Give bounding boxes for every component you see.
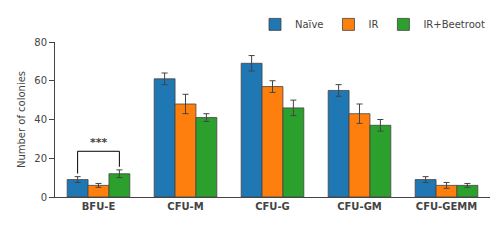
svg-text:60: 60 <box>34 75 47 86</box>
svg-text:***: *** <box>90 136 108 149</box>
svg-text:Number of colonies: Number of colonies <box>16 71 27 168</box>
svg-text:Naïve: Naïve <box>295 19 323 30</box>
svg-text:80: 80 <box>34 37 47 48</box>
svg-text:CFU-G: CFU-G <box>255 201 290 212</box>
svg-text:IR+Beetroot: IR+Beetroot <box>423 19 484 30</box>
svg-text:0: 0 <box>41 192 47 203</box>
svg-text:CFU-GM: CFU-GM <box>337 201 382 212</box>
svg-text:IR: IR <box>368 19 378 30</box>
svg-text:CFU-M: CFU-M <box>167 201 203 212</box>
svg-text:CFU-GEMM: CFU-GEMM <box>416 201 477 212</box>
svg-text:BFU-E: BFU-E <box>82 201 116 212</box>
svg-text:40: 40 <box>34 114 47 125</box>
svg-text:20: 20 <box>34 153 47 164</box>
